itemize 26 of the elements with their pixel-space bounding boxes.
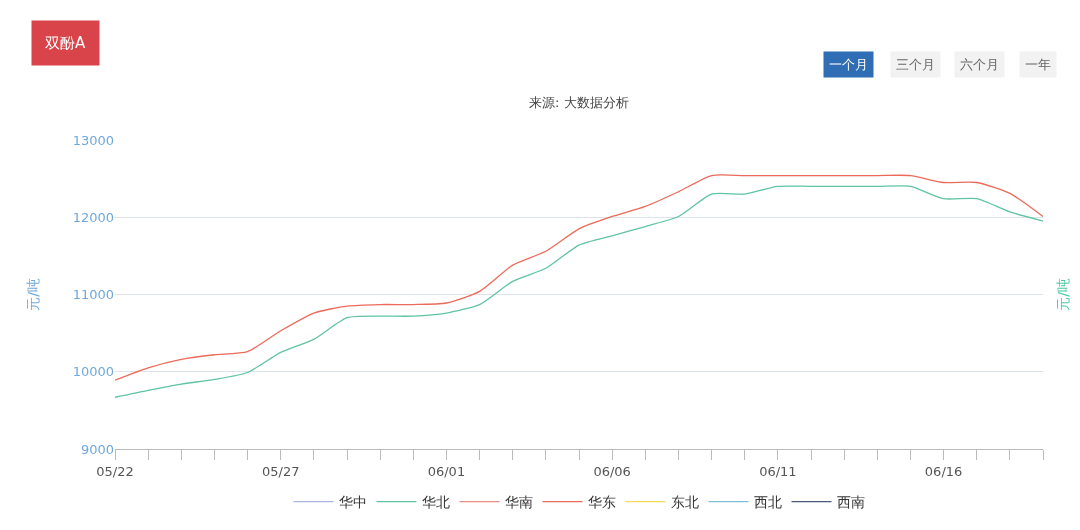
y-tick-label: 9000 — [80, 441, 114, 457]
x-tick-label: 06/01 — [427, 463, 466, 479]
text: 一个月 — [829, 57, 868, 72]
y2-axis-title: 元/吨 — [25, 278, 42, 311]
legend-label: 西北 — [753, 494, 782, 511]
legend-label: 东北 — [670, 494, 699, 511]
x-tick-label: 05/27 — [261, 463, 300, 479]
text: 一年 — [1025, 57, 1051, 72]
legend-label: 华北 — [421, 494, 450, 511]
legend-label: 华东 — [587, 494, 616, 511]
y-tick-label: 13000 — [72, 132, 114, 148]
text: 三个月 — [896, 57, 935, 72]
legend-label: 西南 — [836, 494, 865, 511]
chart-title: 双酚A — [45, 34, 86, 52]
y-axis-title: 元/吨 — [1055, 278, 1072, 311]
legend-label: 华中 — [338, 494, 367, 511]
chart-subtitle: 来源: 大数据分析 — [529, 95, 629, 110]
y-tick-label: 10000 — [72, 364, 114, 380]
x-tick-label: 06/16 — [924, 463, 963, 479]
x-tick-label: 06/06 — [593, 463, 631, 479]
x-tick-label: 06/11 — [759, 463, 797, 479]
y-tick-label: 11000 — [72, 287, 114, 303]
x-tick-label: 05/22 — [96, 463, 134, 479]
y-tick-label: 12000 — [72, 209, 114, 225]
legend-label: 华南 — [504, 494, 533, 511]
text: 六个月 — [960, 57, 999, 72]
